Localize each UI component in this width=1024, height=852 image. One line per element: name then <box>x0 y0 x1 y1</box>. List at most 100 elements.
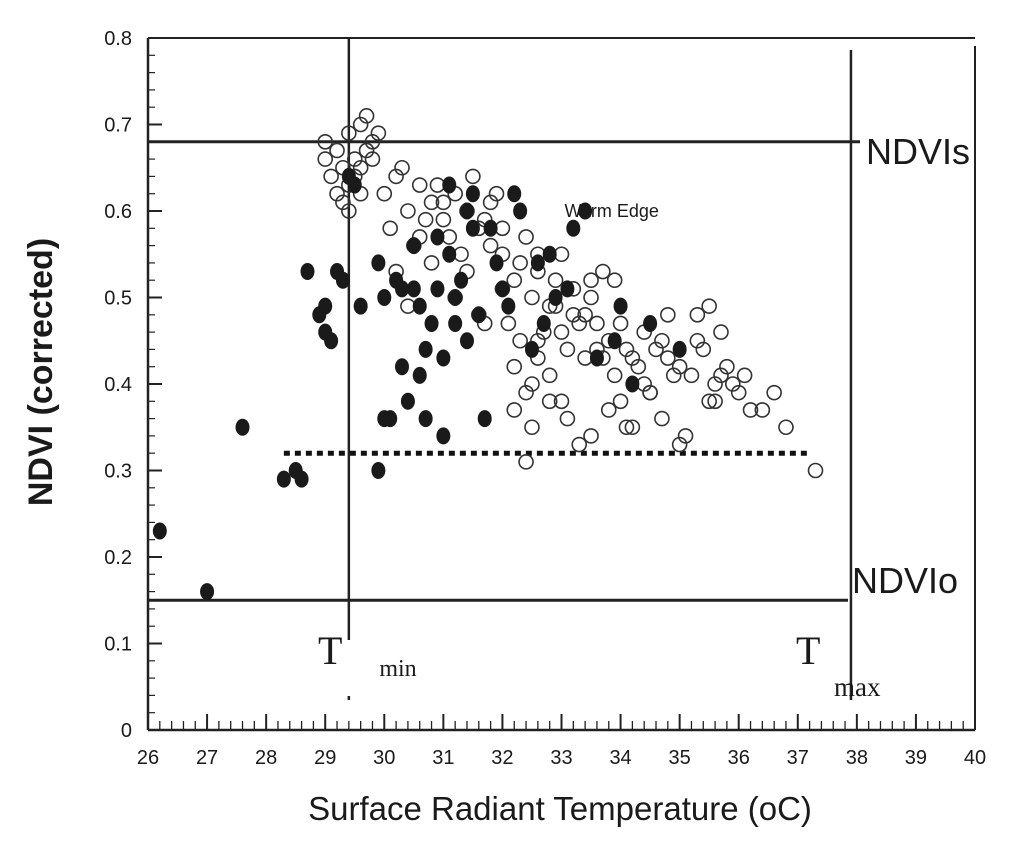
filled-point <box>483 219 498 237</box>
open-point <box>660 306 676 323</box>
open-point <box>435 211 452 228</box>
y-tick-label: 0.1 <box>104 634 132 656</box>
x-tick-label: 39 <box>905 747 927 769</box>
open-point <box>701 393 717 410</box>
y-tick-label: 0.4 <box>104 374 132 396</box>
filled-point <box>566 219 581 237</box>
open-point <box>323 168 339 185</box>
open-point <box>518 229 534 245</box>
open-point <box>600 402 617 418</box>
x-tick-label: 32 <box>491 747 513 769</box>
open-point <box>358 142 375 159</box>
y-tick-label: 0.5 <box>104 288 132 310</box>
x-tick-label: 27 <box>196 747 218 769</box>
filled-point <box>412 366 427 384</box>
open-point <box>766 384 782 401</box>
open-point <box>423 194 440 211</box>
open-point <box>683 367 700 384</box>
open-point <box>500 315 517 332</box>
open-point <box>358 108 375 124</box>
reference-lines <box>148 38 860 700</box>
open-point <box>677 428 694 444</box>
open-point <box>642 384 658 401</box>
open-point <box>589 315 605 332</box>
open-point <box>352 159 369 176</box>
open-point <box>524 376 540 392</box>
open-point <box>807 462 824 479</box>
open-point <box>346 151 363 167</box>
open-point <box>695 341 712 358</box>
open-point <box>364 151 381 167</box>
open-point <box>565 306 582 323</box>
filled-point <box>448 314 463 332</box>
filled-point <box>501 297 516 315</box>
open-point <box>411 177 428 193</box>
x-tick-label: 38 <box>846 747 868 769</box>
x-tick-label: 40 <box>964 747 986 769</box>
filled-point <box>377 289 392 306</box>
y-tick-label: 0.6 <box>104 201 132 223</box>
filled-point <box>430 228 445 246</box>
filled-point <box>672 340 687 358</box>
t-max-subscript: max <box>834 672 881 702</box>
y-tick-label: 0.7 <box>104 115 132 137</box>
open-point <box>506 358 523 375</box>
open-point <box>524 289 540 306</box>
open-point <box>553 324 570 340</box>
y-tick-label: 0.3 <box>104 461 132 483</box>
filled-point <box>395 280 410 298</box>
filled-point <box>465 185 480 203</box>
filled-point <box>613 297 628 315</box>
x-tick-label: 26 <box>137 747 159 769</box>
filled-point <box>589 349 604 367</box>
filled-point <box>507 185 522 203</box>
open-point <box>488 185 505 202</box>
open-point <box>713 324 729 340</box>
open-point <box>465 168 481 185</box>
open-point <box>660 350 676 366</box>
open-point <box>524 419 540 436</box>
open-point <box>736 367 753 384</box>
open-point <box>388 168 404 185</box>
filled-point <box>643 314 658 332</box>
open-point <box>370 125 387 141</box>
open-point <box>624 350 641 366</box>
filled-circle-series <box>152 167 687 601</box>
open-point <box>707 393 723 410</box>
open-point <box>571 315 588 332</box>
filled-point <box>324 332 339 350</box>
plot-frame <box>148 37 976 730</box>
y-tick-label: 0.2 <box>104 547 132 569</box>
filled-point <box>406 280 421 298</box>
filled-point <box>459 332 474 350</box>
open-point <box>671 436 688 453</box>
open-point <box>606 367 623 384</box>
filled-point <box>400 392 415 410</box>
filled-point <box>578 202 593 220</box>
open-point <box>329 185 345 202</box>
open-point <box>423 255 440 271</box>
open-point <box>583 289 599 306</box>
filled-point <box>371 462 386 479</box>
filled-point <box>152 522 167 540</box>
filled-point <box>418 410 433 428</box>
open-point <box>730 384 747 401</box>
filled-point <box>542 245 557 263</box>
open-point <box>630 358 647 375</box>
open-point <box>595 263 611 280</box>
t-min-subscript-box <box>343 640 453 696</box>
filled-point <box>442 245 457 263</box>
filled-point <box>318 297 333 315</box>
filled-point <box>335 271 350 289</box>
x-tick-label: 30 <box>373 747 395 769</box>
open-point <box>571 436 588 453</box>
open-point <box>506 272 523 289</box>
filled-point <box>436 349 451 367</box>
filled-point <box>442 176 457 194</box>
open-point <box>559 410 576 427</box>
open-point <box>376 185 393 202</box>
filled-point <box>477 410 492 428</box>
filled-point <box>465 219 480 237</box>
filled-point <box>625 375 640 393</box>
open-point <box>482 237 499 254</box>
